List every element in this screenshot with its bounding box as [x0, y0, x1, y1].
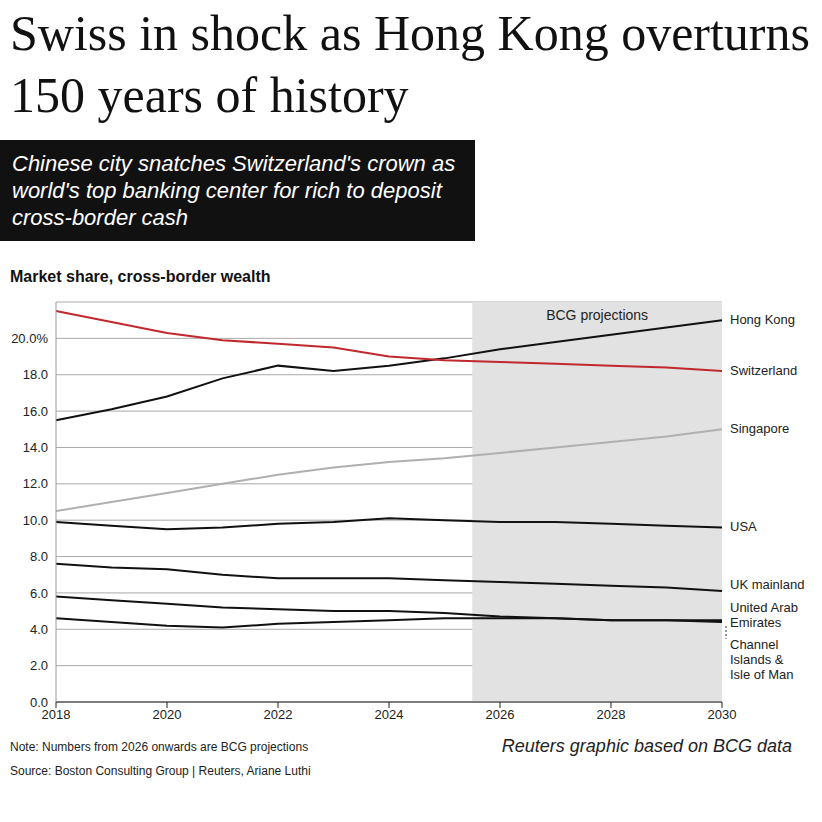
html-text:Source: Boston Consulting Grou: Source: Boston Consulting Group | Reuter… — [10, 764, 311, 778]
svg-text:16.0: 16.0 — [23, 404, 48, 419]
svg-text:2024: 2024 — [375, 707, 404, 722]
svg-text:8.0: 8.0 — [30, 549, 48, 564]
svg-text:Hong Kong: Hong Kong — [730, 312, 795, 327]
svg-text:10.0: 10.0 — [23, 513, 48, 528]
svg-text:Singapore: Singapore — [730, 421, 789, 436]
svg-text:18.0: 18.0 — [23, 367, 48, 382]
svg-text:2026: 2026 — [486, 707, 515, 722]
svg-text:2020: 2020 — [153, 707, 182, 722]
svg-text:4.0: 4.0 — [30, 622, 48, 637]
svg-text:United ArabEmirates: United ArabEmirates — [730, 600, 798, 630]
svg-text:12.0: 12.0 — [23, 476, 48, 491]
svg-text:6.0: 6.0 — [30, 586, 48, 601]
svg-text:0.0: 0.0 — [30, 695, 48, 710]
html-text:Note: Numbers from 2026 onward: Note: Numbers from 2026 onwards are BCG … — [10, 740, 309, 754]
svg-text:2.0: 2.0 — [30, 658, 48, 673]
svg-text:14.0: 14.0 — [23, 440, 48, 455]
svg-text:USA: USA — [730, 519, 757, 534]
html-text:Swiss in shock as Hong Kong ov: Swiss in shock as Hong Kong overturns 15… — [10, 5, 810, 123]
svg-text:Switzerland: Switzerland — [730, 363, 797, 378]
svg-text:2018: 2018 — [41, 707, 71, 723]
html-text:Market share, cross-border wea: Market share, cross-border wealth — [10, 268, 271, 285]
svg-text:2030: 2030 — [708, 707, 737, 722]
html-text:Chinese city snatches Switzerl: Chinese city snatches Switzerland's crow… — [12, 151, 456, 230]
svg-text:2022: 2022 — [264, 707, 293, 722]
svg-text:BCG projections: BCG projections — [546, 307, 648, 323]
svg-text:UK mainland: UK mainland — [730, 577, 804, 592]
svg-text:2028: 2028 — [597, 707, 626, 722]
svg-text:20.0%: 20.0% — [11, 331, 48, 346]
svg-text:ChannelIslands &Isle of Man: ChannelIslands &Isle of Man — [730, 637, 794, 682]
html-text:Reuters graphic based on BCG d: Reuters graphic based on BCG data — [501, 736, 792, 756]
